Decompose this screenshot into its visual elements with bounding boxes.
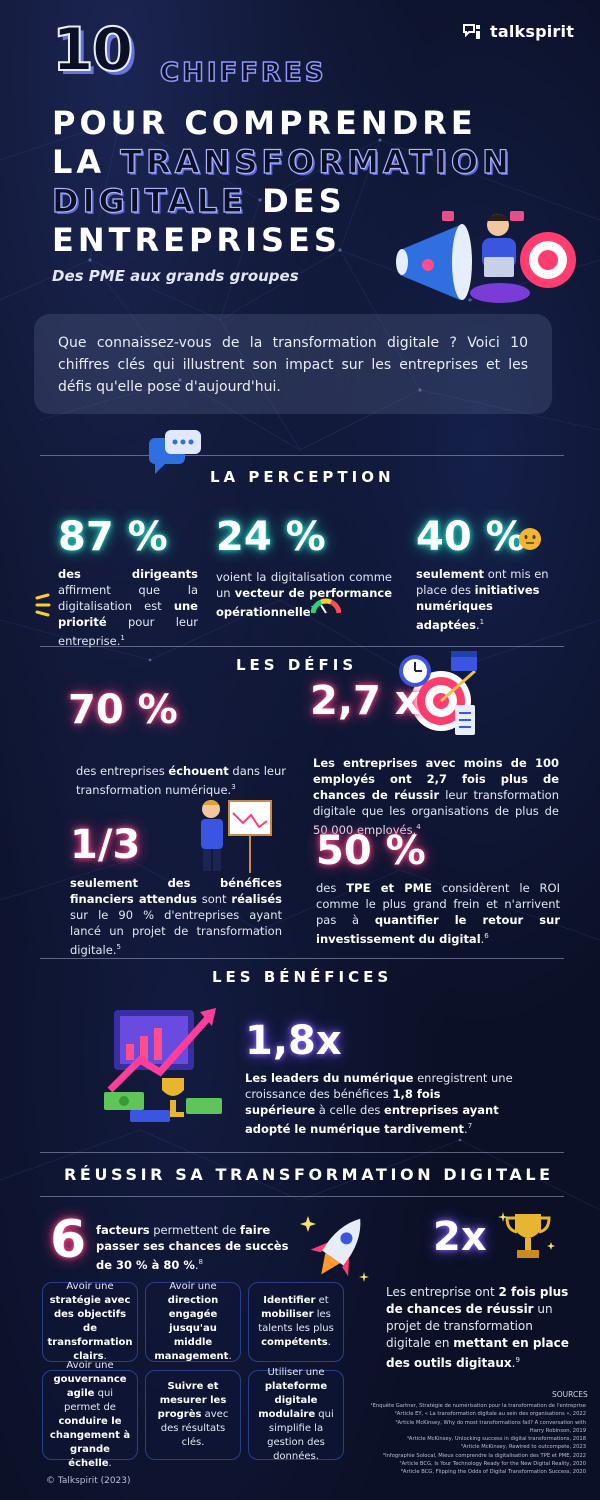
stat-40-text: seulement ont mis en place des initiativ… — [416, 567, 549, 632]
stat-70-value: 70 % — [68, 687, 178, 733]
factor-box-1: Avoir une stratégie avec des objectifs d… — [42, 1281, 138, 1362]
section-title-perception: LA PERCEPTION — [210, 468, 395, 486]
megaphone-person-illustration — [396, 211, 576, 303]
title-line-3-b: DES — [262, 182, 346, 220]
stat-6-value: 6 — [50, 1210, 87, 1270]
title-line-3: DIGITALE DES — [51, 181, 346, 220]
emoji-face-icon — [519, 528, 541, 550]
stat-50-text: des TPE et PME considèrent le ROI comme … — [316, 881, 560, 946]
stat-24-value: 24 % — [216, 514, 326, 560]
stat-24-text: voient la digitalisation comme un vecteu… — [216, 570, 392, 619]
sources-list: ¹Enquête Gartner, Stratégie de numérisat… — [256, 1402, 587, 1477]
section-title-defis: LES DÉFIS — [236, 656, 358, 674]
source-item: ⁵Article McKinsey, Rewired to outcompete… — [460, 1444, 586, 1451]
source-item: ¹Enquête Gartner, Stratégie de numérisat… — [370, 1403, 587, 1409]
source-item: ²Article EY, « La transformation digital… — [394, 1411, 586, 1418]
growth-money-trophy-illustration — [104, 1008, 222, 1122]
title-line-2-a: LA — [52, 143, 106, 181]
source-item: Harry Robinson, 2019 — [529, 1427, 586, 1434]
stat-70-text: des entreprises échouent dans leur trans… — [76, 764, 286, 797]
intro-text: Que connaissez-vous de la transformation… — [34, 314, 552, 414]
copyright: © Talkspirit (2023) — [46, 1476, 131, 1486]
chat-bubbles-icon — [149, 430, 201, 474]
title-line-3-a: DIGITALE — [51, 181, 247, 220]
stat-13-value: 1/3 — [70, 822, 141, 868]
target-clock-calendar-illustration — [399, 651, 477, 735]
logo-text: talkspirit — [490, 22, 575, 41]
divider-reussir-top — [40, 1152, 564, 1153]
trophy-icon — [498, 1212, 555, 1258]
title-chiffres: CHIFFRES — [159, 57, 327, 89]
stat-6-text: facteurs permettent de faire passer ses … — [96, 1223, 289, 1272]
source-item: ⁴Article McKinsey, Unlocking success in … — [406, 1436, 586, 1443]
title-line-1: POUR COMPRENDRE — [52, 104, 477, 142]
divider-benefices — [40, 958, 564, 959]
divider-defis — [40, 646, 564, 647]
section-title-reussir: RÉUSSIR SA TRANSFORMATION DIGITALE — [64, 1165, 554, 1184]
factor-box-6: Utiliser une plateforme digitale modulai… — [248, 1367, 344, 1462]
factor-box-3: Identifier et mobiliser les talents les … — [248, 1282, 344, 1362]
stat-40-value: 40 % — [416, 514, 526, 560]
divider-perception — [40, 455, 564, 456]
source-item: ⁷Article BCG, Is Your Technology Ready f… — [399, 1461, 586, 1468]
stat-50-value: 50 % — [316, 828, 426, 874]
factor-box-4: Avoir une gouvernance agile qui permet d… — [42, 1360, 138, 1469]
stat-87-text: des dirigeants affirment que la digitali… — [58, 567, 198, 648]
talkspirit-logo: talkspirit — [462, 22, 574, 41]
stat-13-text: seulement des bénéfices financiers atten… — [70, 876, 283, 957]
sources-title: SOURCES — [552, 1390, 588, 1399]
stat-2x-text: Les entreprise ont 2 fois plus de chance… — [386, 1285, 569, 1370]
divider-reussir-bottom — [40, 1196, 564, 1197]
stat-18-text: Les leaders du numérique enregistrent un… — [245, 1071, 513, 1136]
source-item: ⁶Infographie Solocal, Mieux comprendre l… — [383, 1452, 586, 1459]
stat-87-value: 87 % — [58, 514, 168, 560]
gauge-icon — [311, 598, 341, 614]
stat-27-value: 2,7 x — [310, 678, 421, 724]
source-item: ³Article McKinsey, Why do most transform… — [395, 1419, 586, 1426]
rocket-icon — [300, 1216, 369, 1282]
title-number: 10 — [51, 15, 134, 85]
title-line-4: ENTREPRISES — [52, 221, 341, 259]
factor-box-2: Avoir une direction engagée jusqu'au mid… — [145, 1281, 241, 1362]
talkspirit-logo-icon — [463, 23, 480, 39]
stat-2x-value: 2x — [433, 1214, 487, 1260]
title-line-2-b: TRANSFORMATION — [120, 142, 513, 181]
section-title-benefices: LES BÉNÉFICES — [212, 968, 393, 986]
title-line-2: LA TRANSFORMATION — [52, 142, 513, 181]
stat-27-text: Les entreprises avec moins de 100 employ… — [313, 756, 559, 837]
factor-box-5: Suivre et mesurer les progrès avec des r… — [145, 1370, 241, 1460]
source-item: ⁸Article BCG, Flipping the Odds of Digit… — [400, 1469, 586, 1476]
subtitle: Des PME aux grands groupes — [52, 267, 299, 285]
stat-18-value: 1,8x — [245, 1018, 342, 1064]
sparkle-lines-icon — [35, 593, 51, 617]
stressed-person-chart-illustration — [201, 800, 272, 873]
